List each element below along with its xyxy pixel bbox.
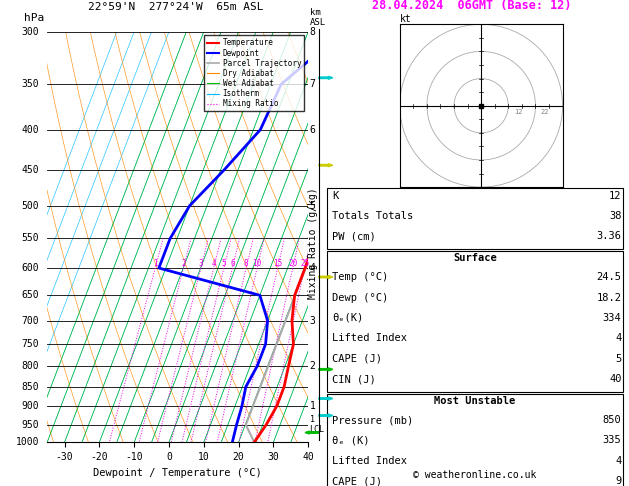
Text: K: K — [332, 191, 338, 201]
Text: 8: 8 — [244, 259, 248, 268]
Text: 900: 900 — [22, 401, 40, 411]
Text: 550: 550 — [22, 233, 40, 243]
Text: 2: 2 — [181, 259, 186, 268]
Text: 5: 5 — [309, 201, 315, 211]
Text: Totals Totals: Totals Totals — [332, 211, 413, 221]
Text: 38: 38 — [609, 211, 621, 221]
Text: 5: 5 — [221, 259, 226, 268]
Text: θₑ(K): θₑ(K) — [332, 313, 364, 323]
Text: 6: 6 — [230, 259, 235, 268]
Text: 28.04.2024  06GMT (Base: 12): 28.04.2024 06GMT (Base: 12) — [372, 0, 572, 12]
Text: PW (cm): PW (cm) — [332, 231, 376, 242]
Text: Lifted Index: Lifted Index — [332, 456, 407, 466]
Text: 5: 5 — [615, 354, 621, 364]
Text: Surface: Surface — [453, 253, 497, 263]
Text: kt: kt — [400, 14, 411, 24]
Text: 20: 20 — [288, 259, 298, 268]
Text: 7: 7 — [309, 79, 315, 89]
Text: 850: 850 — [603, 415, 621, 425]
Text: 1
LCL: 1 LCL — [309, 415, 325, 434]
Text: 1: 1 — [309, 401, 315, 411]
Text: 4: 4 — [211, 259, 216, 268]
Text: 334: 334 — [603, 313, 621, 323]
Text: Most Unstable: Most Unstable — [434, 396, 516, 406]
Text: 300: 300 — [22, 27, 40, 36]
Text: 22: 22 — [541, 109, 549, 115]
Text: km
ASL: km ASL — [309, 8, 326, 28]
Text: 3: 3 — [199, 259, 203, 268]
Text: 700: 700 — [22, 315, 40, 326]
Text: Pressure (mb): Pressure (mb) — [332, 415, 413, 425]
Text: 1000: 1000 — [16, 437, 40, 447]
Text: 450: 450 — [22, 165, 40, 175]
X-axis label: Dewpoint / Temperature (°C): Dewpoint / Temperature (°C) — [93, 468, 262, 478]
Text: Temp (°C): Temp (°C) — [332, 272, 388, 282]
Text: 9: 9 — [615, 476, 621, 486]
Text: 10: 10 — [252, 259, 262, 268]
Text: θₑ (K): θₑ (K) — [332, 435, 370, 446]
Text: Dewp (°C): Dewp (°C) — [332, 293, 388, 303]
Text: 4: 4 — [615, 333, 621, 344]
Text: CIN (J): CIN (J) — [332, 374, 376, 384]
Text: 400: 400 — [22, 125, 40, 135]
Text: Mixing Ratio (g/kg): Mixing Ratio (g/kg) — [308, 187, 318, 299]
Text: 3: 3 — [309, 315, 315, 326]
Text: 4: 4 — [309, 263, 315, 273]
Text: 350: 350 — [22, 79, 40, 89]
Text: 12: 12 — [609, 191, 621, 201]
Text: © weatheronline.co.uk: © weatheronline.co.uk — [413, 470, 537, 480]
Legend: Temperature, Dewpoint, Parcel Trajectory, Dry Adiabat, Wet Adiabat, Isotherm, Mi: Temperature, Dewpoint, Parcel Trajectory… — [204, 35, 304, 111]
Text: 25: 25 — [300, 259, 309, 268]
Text: 800: 800 — [22, 361, 40, 371]
Text: 500: 500 — [22, 201, 40, 211]
Text: 18.2: 18.2 — [596, 293, 621, 303]
Text: Lifted Index: Lifted Index — [332, 333, 407, 344]
Text: 850: 850 — [22, 382, 40, 392]
Text: 15: 15 — [273, 259, 282, 268]
Text: 6: 6 — [309, 125, 315, 135]
Text: 335: 335 — [603, 435, 621, 446]
Text: CAPE (J): CAPE (J) — [332, 354, 382, 364]
Text: 4: 4 — [615, 456, 621, 466]
Text: 750: 750 — [22, 339, 40, 349]
Text: 24.5: 24.5 — [596, 272, 621, 282]
Text: 40: 40 — [609, 374, 621, 384]
Text: 1: 1 — [153, 259, 157, 268]
Text: 650: 650 — [22, 290, 40, 300]
Text: 8: 8 — [309, 27, 315, 36]
Text: 950: 950 — [22, 420, 40, 430]
Text: 600: 600 — [22, 263, 40, 273]
Text: CAPE (J): CAPE (J) — [332, 476, 382, 486]
Text: 2: 2 — [309, 361, 315, 371]
Text: 12: 12 — [514, 109, 522, 115]
Text: 22°59'N  277°24'W  65m ASL: 22°59'N 277°24'W 65m ASL — [88, 2, 264, 12]
Text: 3.36: 3.36 — [596, 231, 621, 242]
Text: hPa: hPa — [24, 14, 44, 23]
